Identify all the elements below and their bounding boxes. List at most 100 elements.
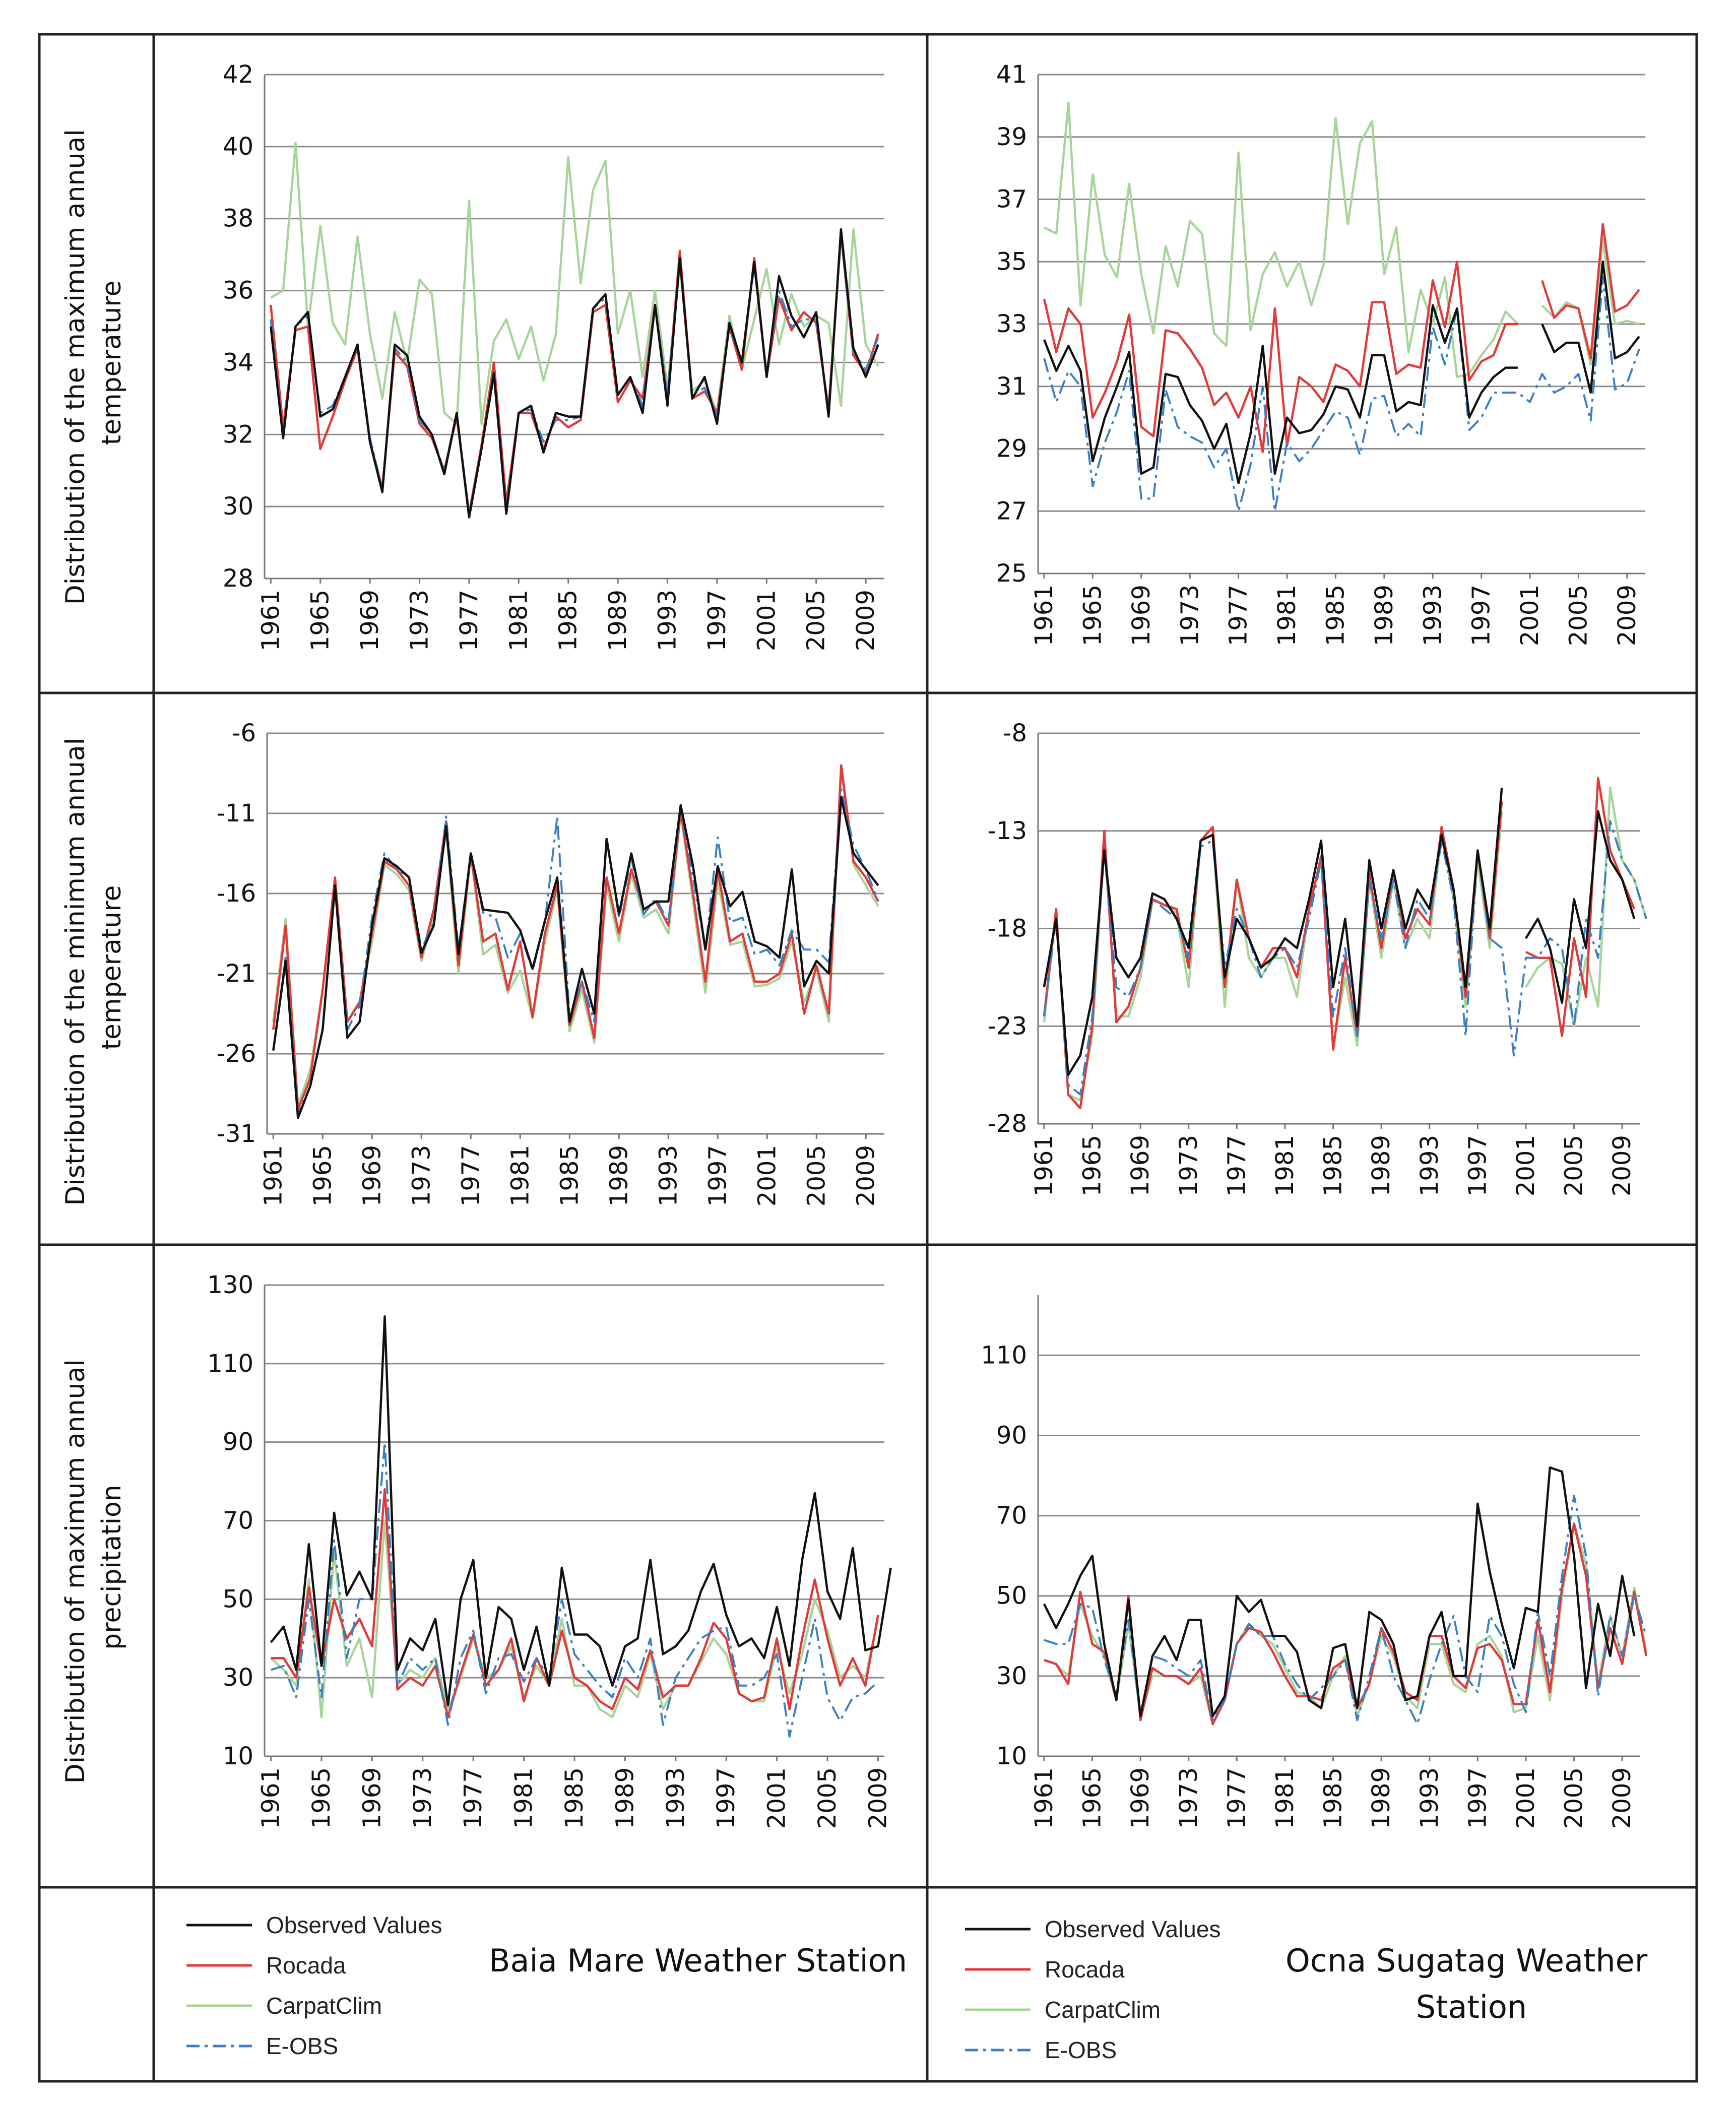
x-tick-label: 1965 — [308, 1145, 337, 1206]
x-tick-label: 1981 — [510, 1767, 538, 1829]
x-tick-label: 2001 — [752, 590, 781, 651]
x-tick-label: 1989 — [1370, 585, 1398, 646]
x-tick-label: 2005 — [1564, 585, 1592, 646]
x-tick-label: 2009 — [852, 590, 880, 651]
x-tick-label: 1965 — [306, 590, 335, 651]
series-line-carpatclim — [272, 767, 879, 1107]
x-tick-label: 1985 — [1321, 585, 1349, 646]
x-tick-label: 1961 — [259, 1145, 287, 1206]
x-tick-label: 1993 — [654, 1145, 682, 1206]
series-line-rocada — [272, 764, 879, 1111]
x-tick-label: 2001 — [1512, 1135, 1540, 1196]
series-line-rocada — [271, 1488, 879, 1718]
series-line-e-obs — [1043, 276, 1640, 513]
x-tick-label: 2009 — [864, 1767, 892, 1829]
x-tick-label: 1973 — [407, 1145, 435, 1206]
y-tick-label: -31 — [217, 1120, 256, 1148]
series-line-observed-values — [1043, 261, 1640, 484]
x-tick-label: 1961 — [256, 590, 285, 651]
x-tick-label: 1997 — [712, 1767, 740, 1829]
y-tick-label: 30 — [223, 1664, 253, 1692]
y-tick-label: 36 — [223, 277, 253, 305]
row-label-max-temp-line2: temperature — [97, 281, 127, 445]
series-line-e-obs — [1044, 1494, 1647, 1726]
y-tick-label: -26 — [217, 1040, 256, 1068]
x-tick-label: 1997 — [703, 590, 731, 651]
x-tick-label: 1989 — [611, 1767, 639, 1829]
y-tick-label: 41 — [996, 60, 1027, 89]
y-tick-label: 29 — [996, 435, 1027, 463]
y-tick-label: 50 — [223, 1585, 253, 1613]
y-tick-label: -16 — [217, 879, 256, 908]
x-tick-label: 1993 — [1416, 1135, 1444, 1196]
legend-label-carpatclim: CarpatClim — [1045, 1997, 1161, 2023]
series-line-observed-values — [1043, 1466, 1636, 1717]
x-tick-label: 1989 — [604, 590, 632, 651]
y-tick-label: 10 — [996, 1742, 1027, 1770]
y-tick-label: -11 — [217, 799, 256, 827]
series-line-carpatclim — [270, 142, 879, 425]
series-line-e-obs — [271, 1441, 879, 1738]
x-tick-label: 1981 — [1271, 1135, 1299, 1196]
series-line-carpatclim — [1044, 101, 1640, 378]
legend-label-observed-values: Observed Values — [266, 1912, 442, 1938]
x-tick-label: 1985 — [1319, 1767, 1347, 1829]
x-tick-label: 1997 — [703, 1145, 732, 1206]
figure-frame — [38, 33, 1698, 2083]
station-name-ocna-sugatag-line2: Station — [1416, 1989, 1527, 2025]
row-label-min-temp: Distribution of the minimum annual tempe… — [60, 729, 127, 1205]
x-tick-label: 1981 — [504, 590, 533, 651]
row-label-min-temp-line2: temperature — [97, 885, 127, 1050]
x-tick-label: 1977 — [1223, 1767, 1251, 1829]
y-tick-label: -8 — [1003, 719, 1027, 747]
x-tick-label: 1993 — [1419, 585, 1447, 646]
legend-ocna-sugatag: Observed Values Rocada CarpatClim E-OBS — [965, 1916, 1220, 2063]
x-tick-label: 1973 — [409, 1767, 437, 1829]
y-tick-label: -18 — [988, 915, 1027, 943]
x-tick-label: 1965 — [307, 1767, 336, 1829]
legend-label-rocada: Rocada — [1045, 1956, 1125, 1983]
x-tick-label: 2009 — [1608, 1135, 1636, 1196]
y-tick-label: 34 — [223, 348, 253, 376]
x-tick-label: 1993 — [1416, 1767, 1444, 1829]
x-tick-label: 1977 — [1225, 585, 1253, 646]
x-tick-label: 1989 — [1367, 1767, 1395, 1829]
y-tick-label: 30 — [996, 1662, 1027, 1690]
x-tick-label: 2009 — [852, 1145, 880, 1206]
legend-label-rocada: Rocada — [266, 1952, 346, 1979]
y-tick-label: 90 — [996, 1421, 1027, 1449]
row-label-max-temp: Distribution of the maximum annual tempe… — [60, 121, 127, 605]
x-tick-label: 1973 — [1176, 585, 1204, 646]
y-tick-label: -6 — [232, 719, 256, 747]
legend-label-carpatclim: CarpatClim — [266, 1993, 382, 2019]
x-tick-label: 1985 — [554, 590, 583, 651]
x-tick-label: 1993 — [662, 1767, 690, 1829]
x-tick-label: 1997 — [1463, 1135, 1492, 1196]
x-tick-label: 1985 — [560, 1767, 589, 1829]
x-tick-label: 2001 — [763, 1767, 791, 1829]
x-tick-label: 1969 — [358, 1767, 386, 1829]
y-tick-label: 28 — [223, 564, 253, 593]
legend-label-e-obs: E-OBS — [1045, 2037, 1117, 2063]
series-line-carpatclim — [270, 1519, 879, 1718]
y-tick-label: 32 — [223, 420, 253, 449]
row-label-precip-line1: Distribution of maximum annual — [60, 1359, 91, 1783]
series-line-observed-values — [270, 228, 879, 519]
x-tick-label: 1997 — [1463, 1767, 1492, 1829]
series-line-observed-values — [270, 1315, 892, 1706]
y-tick-label: 90 — [223, 1428, 253, 1456]
y-tick-label: -21 — [217, 960, 256, 988]
x-tick-label: 1969 — [1126, 1135, 1154, 1196]
x-tick-label: 1969 — [1127, 585, 1155, 646]
y-tick-label: 50 — [996, 1582, 1027, 1610]
series-line-rocada — [1043, 223, 1640, 453]
x-tick-label: 1969 — [358, 1145, 386, 1206]
series-line-observed-values — [272, 796, 879, 1119]
y-tick-label: 110 — [981, 1341, 1027, 1369]
x-tick-label: 1961 — [257, 1767, 285, 1829]
x-tick-label: 2001 — [753, 1145, 781, 1206]
station-name-baia-mare: Baia Mare Weather Station — [489, 1942, 907, 1979]
x-tick-label: 2009 — [1608, 1767, 1636, 1829]
x-tick-label: 1977 — [457, 1145, 485, 1206]
